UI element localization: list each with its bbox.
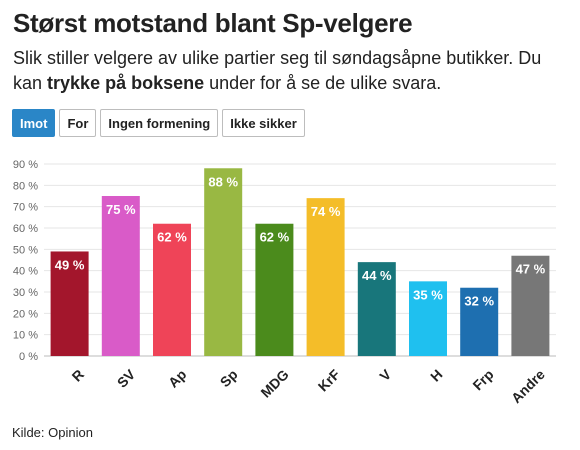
bar-r: [50, 251, 89, 356]
y-tick-label: 60 %: [13, 223, 38, 235]
y-tick-label: 80 %: [13, 180, 38, 192]
subtitle-text-1: Slik stiller velgere av ulike partier se…: [13, 48, 542, 93]
data-label: 62 %: [157, 230, 187, 245]
filter-button-ingen-formening[interactable]: Ingen formening: [100, 109, 219, 137]
x-tick-label: Frp: [469, 366, 496, 393]
data-label: 47 %: [516, 262, 546, 277]
bar-krf: [306, 198, 345, 356]
bar-sp: [204, 168, 243, 356]
filter-button-imot[interactable]: Imot: [12, 109, 56, 137]
source-note: Kilde: Opinion: [12, 425, 93, 440]
y-tick-label: 20 %: [13, 308, 38, 320]
filter-button-for[interactable]: For: [59, 109, 97, 137]
bar-andre: [511, 255, 550, 356]
data-label: 75 %: [106, 202, 136, 217]
data-label: 49 %: [55, 257, 85, 272]
data-label: 88 %: [208, 174, 238, 189]
x-tick-label: H: [427, 366, 445, 384]
data-label: 35 %: [413, 287, 443, 302]
x-tick-label: Sp: [217, 366, 241, 390]
y-tick-label: 90 %: [13, 159, 38, 171]
x-tick-label: KrF: [315, 366, 344, 395]
bar-sv: [101, 196, 140, 356]
y-tick-label: 10 %: [13, 330, 38, 342]
subtitle-bold-text: trykke på boksene: [47, 73, 205, 93]
x-tick-label: MDG: [257, 366, 291, 400]
x-tick-label: R: [69, 366, 87, 384]
data-label: 74 %: [311, 204, 341, 219]
bar-mdg: [255, 223, 294, 356]
bar-chart: 0 % 10 % 20 % 30 % 40 % 50 % 60 % 70 % 80 % 90 % 4…: [13, 159, 556, 406]
bar-frp: [460, 287, 499, 356]
y-tick-label: 30 %: [13, 287, 38, 299]
answer-filter-buttons: Imot For Ingen formening Ikke sikker: [12, 109, 305, 137]
data-label: 62 %: [260, 230, 290, 245]
y-tick-label: 70 %: [13, 202, 38, 214]
data-label: 44 %: [362, 268, 392, 283]
x-tick-label: V: [376, 366, 394, 384]
bar-h: [409, 281, 447, 356]
x-tick-label: Andre: [508, 366, 548, 406]
filter-button-ikke-sikker[interactable]: Ikke sikker: [222, 109, 305, 137]
y-tick-label: 40 %: [13, 266, 38, 278]
chart-subtitle: Slik stiller velgere av ulike partier se…: [13, 46, 573, 96]
bar-ap: [153, 223, 191, 356]
x-tick-label: SV: [114, 366, 139, 391]
x-tick-label: Ap: [165, 366, 190, 391]
subtitle-text-2: under for å se de ulike svara.: [204, 73, 442, 93]
chart-title: Størst motstand blant Sp-velgere: [13, 8, 413, 38]
bar-v: [357, 262, 396, 356]
y-tick-label: 50 %: [13, 244, 38, 256]
y-tick-label: 0 %: [19, 351, 38, 363]
data-label: 32 %: [464, 294, 494, 309]
